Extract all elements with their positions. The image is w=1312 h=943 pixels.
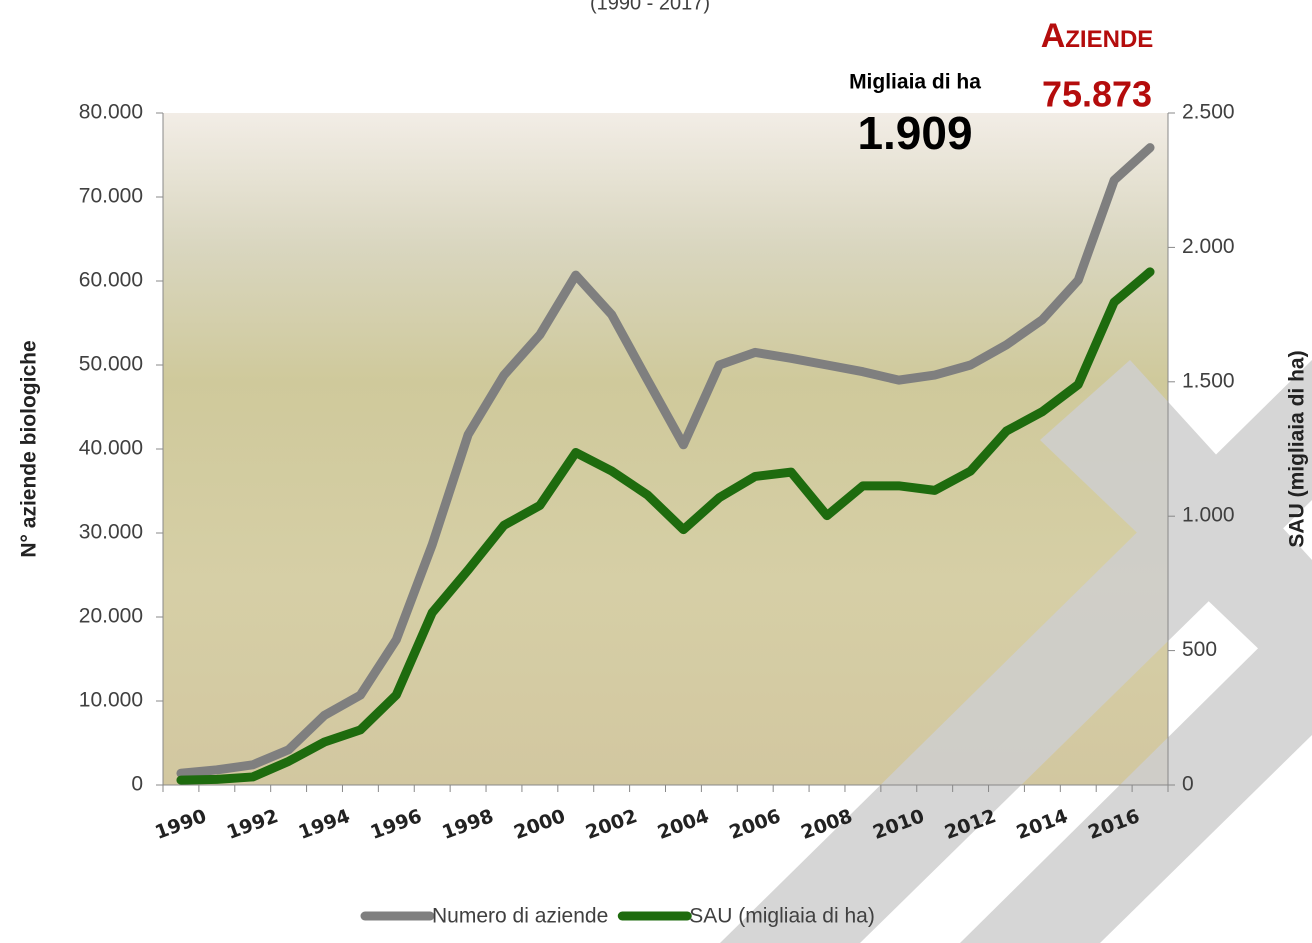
y-tick-label: 20.000 [79, 605, 143, 628]
y-axis-label: N° aziende biologiche [18, 340, 41, 557]
x-tick-label: 1994 [296, 805, 353, 844]
y-tick-label: 10.000 [79, 689, 143, 712]
annotation: 75.873 [1042, 74, 1152, 115]
x-tick-label: 2014 [1014, 805, 1071, 844]
annotation: Aziende [1041, 17, 1154, 55]
legend-label: Numero di aziende [432, 905, 608, 928]
x-tick-label: 2002 [583, 805, 640, 844]
y-tick-label: 30.000 [79, 521, 143, 544]
y-tick-label: 0 [131, 773, 143, 796]
y-tick-label: 40.000 [79, 437, 143, 460]
x-tick-label: 2004 [655, 805, 712, 844]
subtitle: (1990 - 2017) [590, 0, 710, 14]
y2-tick-label: 2.500 [1182, 101, 1235, 124]
y2-axis-label: SAU (migliaia di ha) [1286, 350, 1309, 547]
x-tick-label: 1998 [439, 805, 496, 844]
x-tick-label: 1996 [368, 805, 425, 844]
y-tick-label: 70.000 [79, 185, 143, 208]
y2-tick-label: 2.000 [1182, 235, 1235, 258]
series-line [176, 143, 1155, 778]
x-tick-label: 1990 [152, 805, 209, 844]
x-tick-label: 2000 [511, 805, 568, 844]
watermark [720, 360, 1312, 943]
annotation: 1.909 [857, 107, 972, 159]
y-tick-label: 60.000 [79, 269, 143, 292]
annotation: Migliaia di ha [849, 71, 981, 94]
y2-tick-label: 1.000 [1182, 504, 1235, 527]
y2-tick-label: 500 [1182, 638, 1217, 661]
y2-tick-label: 0 [1182, 773, 1194, 796]
y-tick-label: 80.000 [79, 101, 143, 124]
y-tick-label: 50.000 [79, 353, 143, 376]
legend-label: SAU (migliaia di ha) [689, 905, 875, 928]
series-line [176, 267, 1155, 785]
y2-tick-label: 1.500 [1182, 369, 1235, 392]
x-tick-label: 1992 [224, 805, 281, 844]
x-tick-label: 2006 [726, 805, 783, 844]
